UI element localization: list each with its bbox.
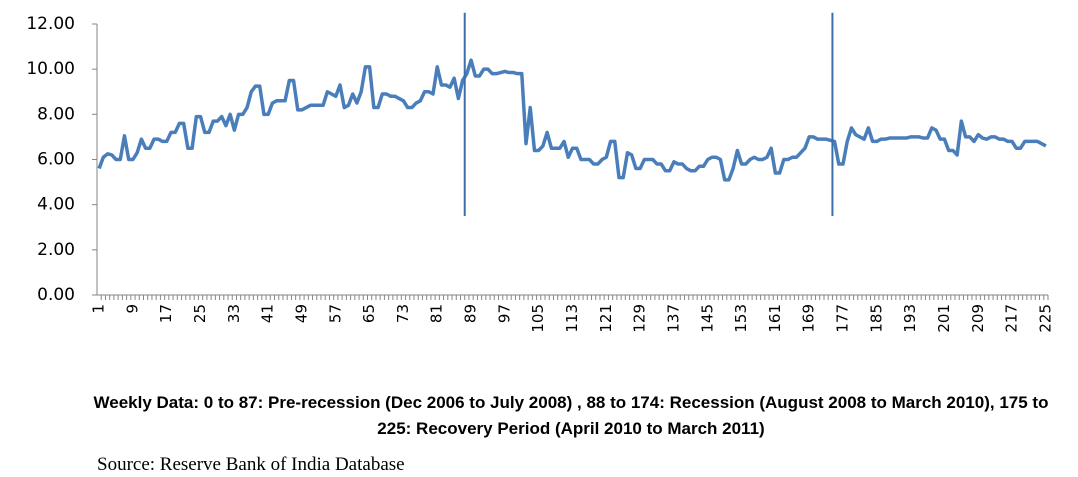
x-tick-label: 65 [360,304,378,323]
x-tick-label: 113 [563,304,581,333]
x-tick-label: 25 [191,304,209,323]
source: Source: Reserve Bank of India Database [97,454,405,475]
x-tick-label: 81 [428,304,446,323]
x-tick-label: 137 [664,304,682,333]
y-tick-label: 12.00 [26,14,75,34]
x-tick-label: 145 [698,304,716,333]
x-tick-label: 225 [1036,304,1054,333]
x-tick-label: 89 [462,304,480,323]
x-tick-label: 49 [292,304,310,323]
chart: 0.00 2.00 4.00 6.00 8.00 10.00 12.00 1 9 17 25 33 41… [26,12,1054,333]
y-tick-label: 0.00 [37,285,75,305]
x-tick-label: 209 [969,304,987,333]
x-tick-label: 121 [597,304,615,333]
x-tick-label: 217 [1003,304,1021,333]
x-tick-label: 1 [90,304,108,314]
y-tick-label: 4.00 [37,195,75,215]
y-tick-label: 2.00 [37,240,75,260]
x-tick-label: 41 [259,304,277,323]
x-tick-label: 153 [732,304,750,333]
x-tick-label: 129 [631,304,649,333]
x-tick-label: 33 [225,304,243,323]
x-tick-label: 177 [834,304,852,333]
data-line [97,58,1047,182]
x-tick-label: 97 [495,304,513,323]
x-tick-label: 185 [867,304,885,333]
y-tick-label: 8.00 [37,104,75,124]
x-tick-label: 73 [394,304,412,323]
y-tick-label: 10.00 [26,59,75,79]
x-tick-label: 193 [901,304,919,333]
caption: Weekly Data: 0 to 87: Pre-recession (Dec… [93,393,1049,438]
x-tick-label: 105 [529,304,547,333]
x-tick-label: 9 [123,304,141,314]
x-tick-label: 57 [326,304,344,323]
x-tick-label: 201 [935,304,953,333]
y-tick-label: 6.00 [37,150,75,170]
x-tick-label: 161 [766,304,784,333]
x-tick-label: 169 [800,304,818,333]
x-tick-label: 17 [157,304,175,323]
